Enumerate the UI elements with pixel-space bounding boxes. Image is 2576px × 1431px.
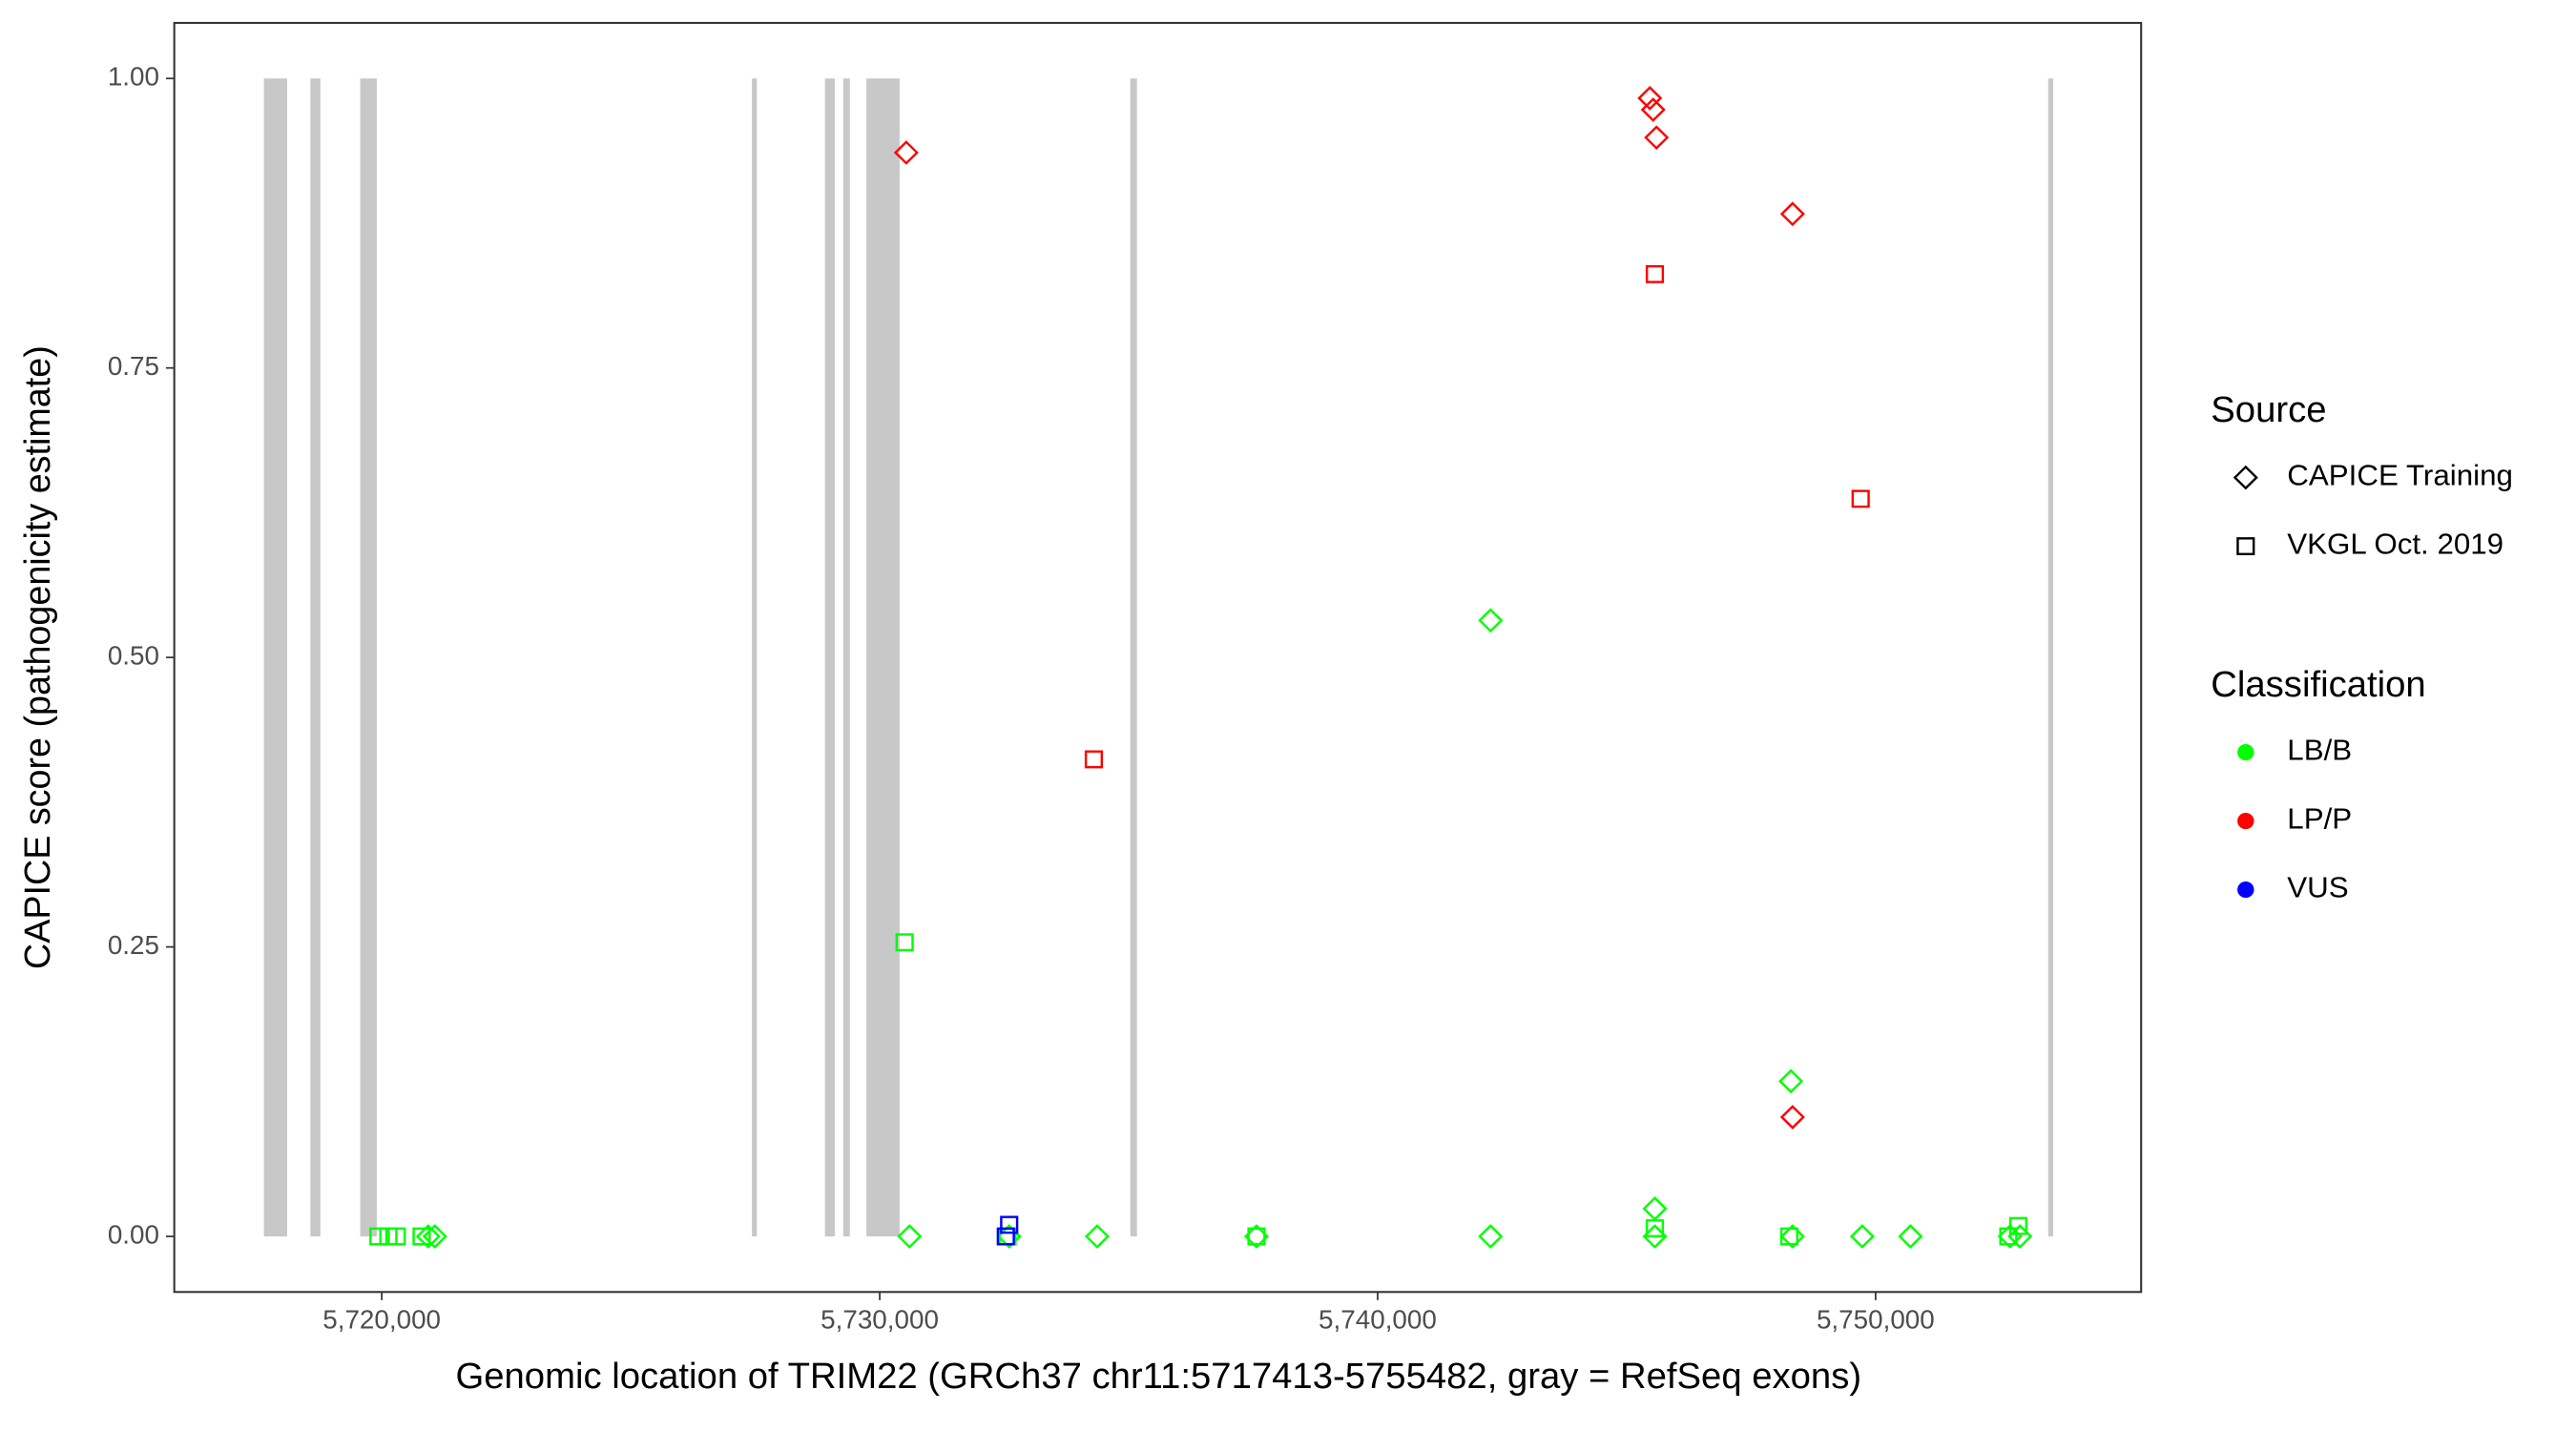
diamond-marker bbox=[1898, 1224, 1923, 1249]
square-marker bbox=[1645, 1219, 1665, 1237]
legend-label: LB/B bbox=[2287, 734, 2352, 767]
exon bbox=[310, 78, 321, 1237]
diamond-marker bbox=[1779, 1224, 1805, 1249]
diamond-marker bbox=[1778, 1068, 1804, 1094]
diamond-marker bbox=[897, 1224, 923, 1249]
diamond-marker bbox=[1637, 86, 1663, 111]
square-marker bbox=[1999, 1227, 2018, 1246]
square-marker bbox=[895, 933, 914, 952]
diamond-marker bbox=[415, 1224, 441, 1249]
diamond-marker bbox=[1779, 201, 1805, 227]
square-marker bbox=[1645, 264, 1665, 283]
square-marker bbox=[1851, 489, 1870, 508]
square-marker bbox=[1000, 1215, 1019, 1234]
exon bbox=[866, 78, 900, 1237]
x-axis-label: Genomic location of TRIM22 (GRCh37 chr11… bbox=[455, 1357, 1861, 1397]
legend-title: Classification bbox=[2211, 665, 2425, 705]
exon bbox=[752, 78, 758, 1237]
diamond-marker bbox=[1478, 608, 1504, 633]
diamond-marker bbox=[422, 1224, 447, 1249]
x-tick-label: 5,720,000 bbox=[322, 1305, 441, 1335]
exon bbox=[842, 78, 850, 1237]
diamond-marker bbox=[1849, 1224, 1875, 1249]
square-marker bbox=[412, 1227, 431, 1246]
diamond-marker bbox=[1779, 1105, 1805, 1130]
x-tick-label: 5,730,000 bbox=[821, 1305, 939, 1335]
legend-title: Source bbox=[2211, 390, 2326, 430]
y-tick-label: 1.00 bbox=[108, 62, 159, 92]
x-tick-label: 5,750,000 bbox=[1817, 1305, 1935, 1335]
exon bbox=[1130, 78, 1137, 1237]
y-tick-label: 0.00 bbox=[108, 1219, 159, 1249]
square-marker bbox=[387, 1227, 406, 1246]
legend-label: VKGL Oct. 2019 bbox=[2287, 528, 2503, 561]
diamond-marker bbox=[1640, 97, 1666, 122]
x-tick-label: 5,740,000 bbox=[1319, 1305, 1437, 1335]
y-tick-label: 0.50 bbox=[108, 641, 159, 671]
legend-swatch bbox=[2237, 744, 2254, 761]
exon bbox=[2047, 78, 2054, 1237]
exon bbox=[360, 78, 377, 1237]
exon bbox=[824, 78, 836, 1237]
diamond-marker bbox=[1084, 1224, 1111, 1249]
legend-label: CAPICE Training bbox=[2287, 459, 2513, 492]
exon bbox=[263, 78, 287, 1237]
diamond-marker bbox=[893, 140, 919, 165]
diamond-marker bbox=[2233, 465, 2258, 490]
legend-swatch bbox=[2237, 881, 2254, 899]
legend-swatch bbox=[2237, 813, 2254, 830]
plot-border bbox=[173, 21, 2143, 1294]
square-marker bbox=[1084, 750, 1104, 769]
square-marker bbox=[1247, 1227, 1266, 1246]
diamond-marker bbox=[1644, 125, 1670, 151]
square-marker bbox=[2008, 1216, 2028, 1235]
y-tick-label: 0.25 bbox=[108, 930, 159, 960]
y-axis-label: CAPICE score (pathogenicity estimate) bbox=[18, 345, 58, 969]
legend-label: LP/P bbox=[2287, 802, 2352, 836]
square-marker bbox=[1779, 1227, 1798, 1246]
square-marker bbox=[2236, 537, 2255, 556]
diamond-marker bbox=[1478, 1224, 1504, 1249]
square-marker bbox=[996, 1227, 1015, 1246]
legend-label: VUS bbox=[2287, 871, 2348, 904]
y-tick-label: 0.75 bbox=[108, 351, 159, 381]
diamond-marker bbox=[1642, 1196, 1668, 1221]
square-marker bbox=[369, 1227, 388, 1246]
